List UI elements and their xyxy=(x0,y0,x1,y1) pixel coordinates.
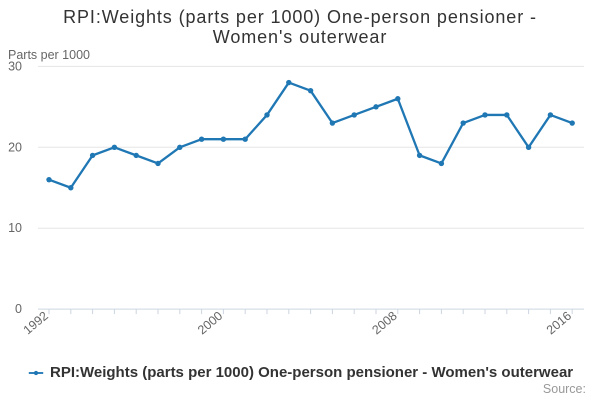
svg-text:0: 0 xyxy=(15,302,22,316)
svg-text:1992: 1992 xyxy=(21,309,51,338)
svg-text:2016: 2016 xyxy=(544,309,574,338)
svg-text:2000: 2000 xyxy=(195,309,225,338)
svg-text:30: 30 xyxy=(8,59,22,73)
svg-text:20: 20 xyxy=(8,140,22,154)
svg-text:10: 10 xyxy=(8,221,22,235)
svg-text:2008: 2008 xyxy=(369,309,399,338)
